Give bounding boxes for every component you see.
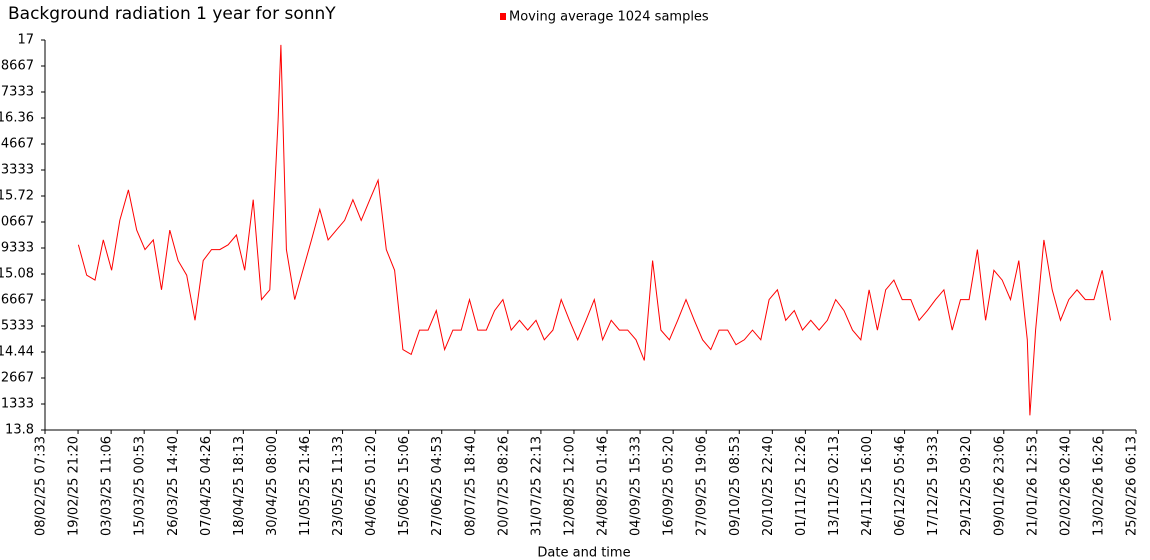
y-tick-label: 17 (17, 33, 34, 48)
x-tick-label: 12/08/25 12:00 (562, 436, 577, 536)
x-tick-label: 24/08/25 01:46 (596, 436, 611, 536)
y-tick-label: 15.93333 (0, 163, 34, 178)
x-tick-label: 06/12/25 05:46 (893, 436, 908, 536)
x-tick-label: 27/06/25 04:53 (430, 436, 445, 536)
x-tick-label: 08/02/25 07:33 (34, 436, 49, 536)
x-tick-label: 24/11/25 16:00 (860, 436, 875, 536)
x-tick-label: 19/02/25 21:20 (67, 436, 82, 536)
x-tick-label: 09/10/25 08:53 (728, 436, 743, 536)
x-tick-label: 01/11/25 12:26 (794, 436, 809, 536)
x-tick-label: 31/07/25 22:13 (529, 436, 544, 536)
x-tick-label: 04/06/25 01:20 (364, 436, 379, 536)
y-tick-label: 13.8 (5, 423, 34, 438)
x-tick-label: 29/12/25 09:20 (959, 436, 974, 536)
x-tick-label: 16/09/25 05:20 (662, 436, 677, 536)
y-tick-label: 15.72 (0, 189, 34, 204)
x-tick-label: 07/04/25 04:26 (199, 436, 214, 536)
x-tick-label: 30/04/25 08:00 (265, 436, 280, 536)
x-tick-label: 02/02/26 02:40 (1058, 436, 1073, 536)
y-tick-label: 16.36 (0, 111, 34, 126)
x-tick-label: 20/10/25 22:40 (761, 436, 776, 536)
x-tick-label: 15/06/25 15:06 (397, 436, 412, 536)
x-tick-label: 08/07/25 18:40 (463, 436, 478, 536)
y-tick-label: 14.01333 (0, 397, 34, 412)
x-axis-label: Date and time (537, 546, 630, 560)
legend-swatch (500, 13, 506, 20)
x-tick-label: 15/03/25 00:53 (133, 436, 148, 536)
x-tick-label: 21/01/26 12:53 (1025, 436, 1040, 536)
x-tick-label: 03/03/25 11:06 (100, 436, 115, 536)
x-tick-label: 20/07/25 08:26 (496, 436, 511, 536)
y-tick-label: 14.44 (0, 345, 34, 360)
x-tick-label: 13/11/25 02:13 (827, 436, 842, 536)
x-tick-label: 13/02/26 16:26 (1091, 436, 1106, 536)
x-tick-label: 11/05/25 21:46 (298, 436, 313, 536)
legend-label: Moving average 1024 samples (509, 10, 709, 25)
y-tick-label: 16.57333 (0, 85, 34, 100)
x-tick-label: 04/09/25 15:33 (629, 436, 644, 536)
data-line (77, 44, 1111, 416)
y-tick-label: 14.65333 (0, 319, 34, 334)
y-tick-label: 16.14667 (0, 136, 34, 151)
x-tick-label: 17/12/25 19:33 (926, 436, 941, 536)
chart-title: Background radiation 1 year for sonnY (8, 4, 336, 24)
y-tick-label: 15.50667 (0, 214, 34, 229)
x-tick-label: 23/05/25 11:33 (331, 436, 346, 536)
y-tick-label: 15.29333 (0, 241, 34, 256)
x-tick-label: 25/02/26 06:13 (1125, 436, 1140, 536)
y-tick-label: 15.08 (0, 267, 34, 282)
x-tick-label: 27/09/25 19:06 (695, 436, 710, 536)
x-tick-label: 18/04/25 18:13 (232, 436, 247, 536)
y-tick-label: 14.22667 (0, 370, 34, 385)
x-tick-label: 26/03/25 14:40 (166, 436, 181, 536)
x-tick-label: 09/01/26 23:06 (992, 436, 1007, 536)
